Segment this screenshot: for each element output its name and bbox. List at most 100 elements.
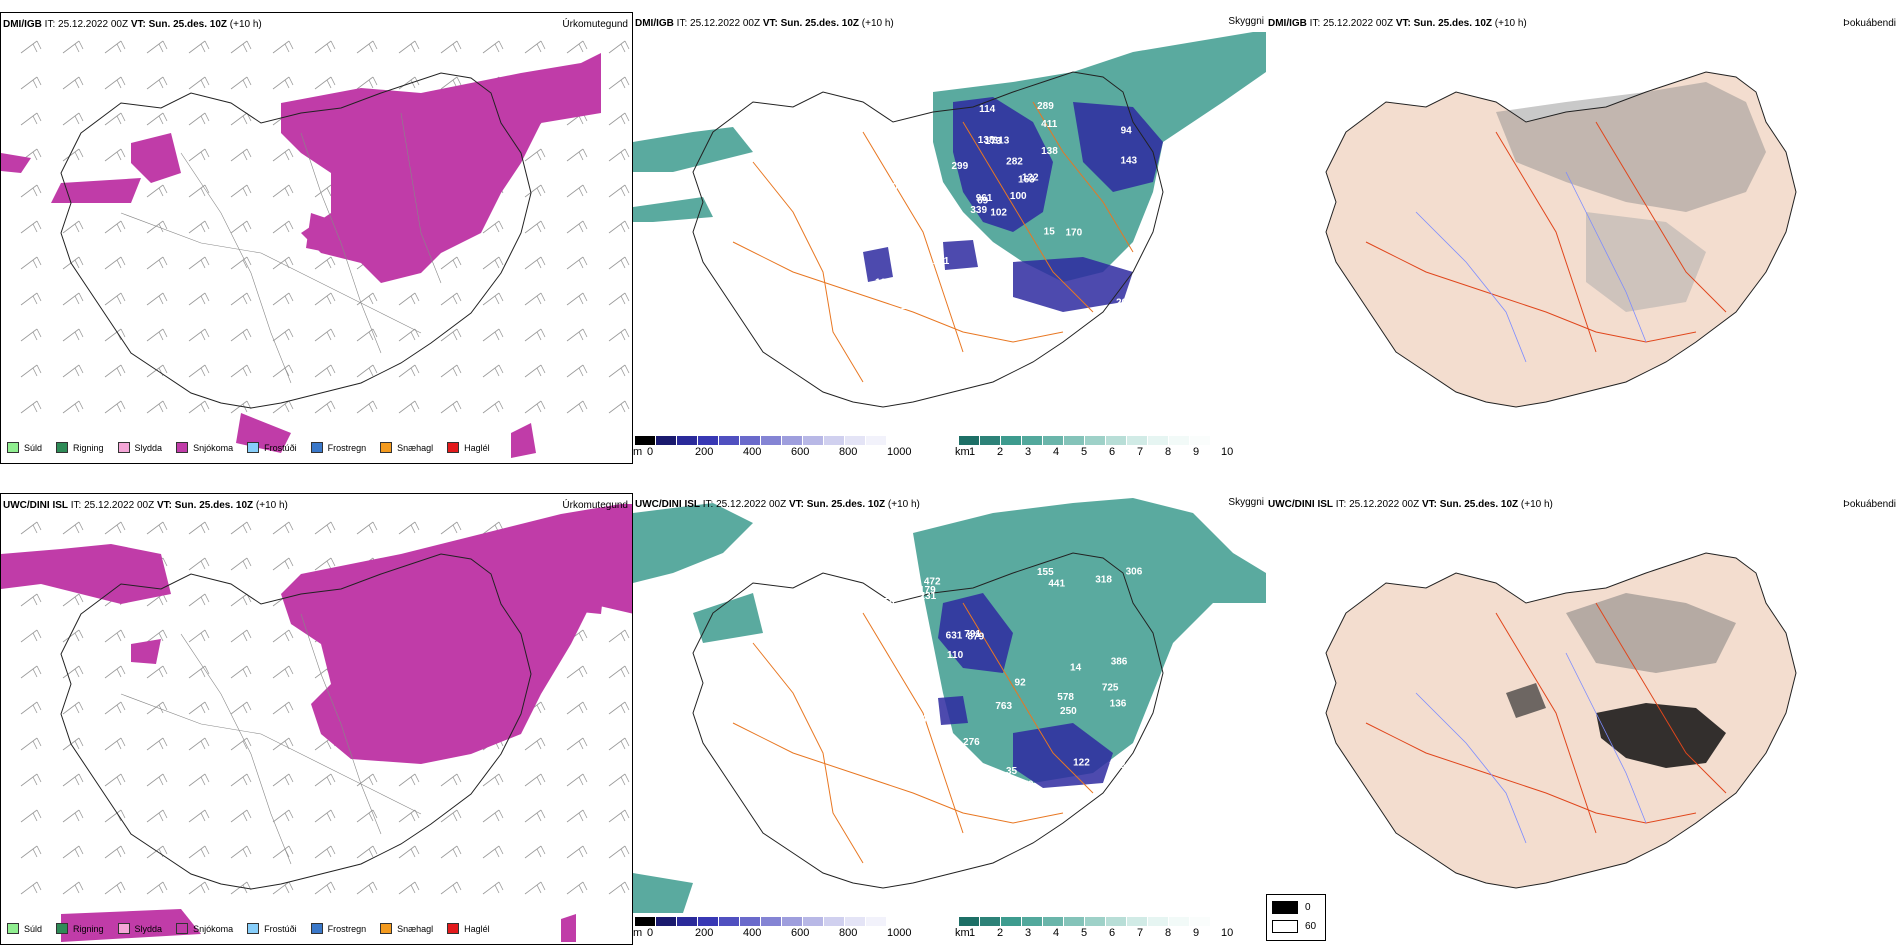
wind-barb xyxy=(608,364,630,378)
wind-barb xyxy=(62,400,84,414)
colorbar-tick: 0 xyxy=(647,927,654,939)
wind-barb xyxy=(566,737,588,751)
wind-barb xyxy=(566,845,588,859)
wind-barb xyxy=(188,364,210,378)
legend-label: Rigning xyxy=(73,442,104,453)
visibility-colorbar-m xyxy=(635,917,887,926)
visibility-value: 94 xyxy=(1121,126,1133,137)
precip-legend: Súld Rigning Slydda Snjókoma Frostúði Frostre… xyxy=(7,442,490,453)
visibility-value: 578 xyxy=(1057,692,1074,703)
colorbar-tick: 6 xyxy=(1109,446,1116,458)
wind-barb xyxy=(20,701,42,715)
wind-barb xyxy=(146,184,168,198)
wind-barb xyxy=(146,292,168,306)
colorbar-tick: 1000 xyxy=(887,927,912,939)
wind-barb xyxy=(62,256,84,270)
visibility-value: 282 xyxy=(1006,157,1023,168)
wind-barb xyxy=(608,701,630,715)
wind-barb xyxy=(62,220,84,234)
wind-barb xyxy=(188,845,210,859)
wind-barb xyxy=(524,845,546,859)
legend-swatch xyxy=(310,442,323,453)
colorbar-tick: 2 xyxy=(997,446,1004,458)
legend-item: Rigning xyxy=(56,442,104,453)
wind-barb xyxy=(314,809,336,823)
wind-barb xyxy=(398,292,420,306)
iceland-outline xyxy=(60,553,532,890)
precip-map xyxy=(1,504,632,942)
wind-barb xyxy=(230,773,252,787)
wind-barb xyxy=(62,881,84,895)
visibility-value: 725 xyxy=(1102,683,1119,694)
wind-barb xyxy=(398,400,420,414)
wind-barb xyxy=(566,184,588,198)
wind-barb xyxy=(608,773,630,787)
colorbar-tick: 10 xyxy=(1221,446,1234,458)
legend-swatch xyxy=(7,923,19,934)
visibility-value: 79 xyxy=(1022,779,1034,790)
wind-barb xyxy=(20,328,42,342)
wind-barb xyxy=(398,773,420,787)
legend-item: Slydda xyxy=(117,923,162,934)
wind-barb xyxy=(20,665,42,679)
wind-barb xyxy=(356,521,378,535)
wind-barb xyxy=(314,40,336,54)
iceland-outline xyxy=(692,552,1164,889)
visibility-value: 339 xyxy=(970,205,987,216)
colorbar-tick: 8 xyxy=(1165,927,1172,939)
legend-item: Snæhagl xyxy=(380,923,433,934)
colorbar-unit: km xyxy=(955,927,970,939)
colorbar-tick: 600 xyxy=(791,446,810,458)
wind-barb xyxy=(356,773,378,787)
wind-barb xyxy=(608,881,630,895)
legend-item: Frostúði xyxy=(247,923,297,934)
visibility-value: 142 xyxy=(881,728,898,739)
wind-barb xyxy=(356,845,378,859)
panel-precip-type-dmi: DMI/IGB IT: 25.12.2022 00Z VT: Sun. 25.d… xyxy=(0,12,633,464)
wind-barb xyxy=(188,629,210,643)
snow-area xyxy=(131,639,161,664)
wind-barb xyxy=(146,400,168,414)
wind-barb xyxy=(104,629,126,643)
panel-title: UWC/DINI ISL IT: 25.12.2022 00Z VT: Sun.… xyxy=(635,499,920,510)
wind-barb xyxy=(440,773,462,787)
colorbar-tick: 5 xyxy=(1081,446,1088,458)
wind-barb xyxy=(356,364,378,378)
snow-area xyxy=(51,178,141,203)
wind-barb xyxy=(524,256,546,270)
legend-item: Rigning xyxy=(56,923,104,934)
wind-barb xyxy=(482,220,504,234)
wind-barb xyxy=(188,665,210,679)
wind-barb xyxy=(20,184,42,198)
wind-barb xyxy=(524,364,546,378)
wind-barb xyxy=(146,773,168,787)
wind-barb xyxy=(398,521,420,535)
wind-barb xyxy=(188,148,210,162)
teal-area xyxy=(633,197,713,222)
wind-barb xyxy=(440,845,462,859)
wind-barb xyxy=(230,845,252,859)
legend-swatch xyxy=(447,923,460,934)
visibility-value: 299 xyxy=(951,161,968,172)
wind-barb xyxy=(230,76,252,90)
visibility-value: 658 xyxy=(878,597,895,608)
wind-barb xyxy=(566,701,588,715)
legend-swatch xyxy=(380,442,393,453)
wind-barb xyxy=(398,76,420,90)
wind-barb xyxy=(482,809,504,823)
wind-barb xyxy=(188,400,210,414)
visibility-value: 100 xyxy=(1010,191,1027,202)
wind-barb xyxy=(524,809,546,823)
visibility-value: 122 xyxy=(1073,757,1090,768)
wind-barb xyxy=(230,220,252,234)
legend-label: Snæhagl xyxy=(397,923,434,934)
wind-barb xyxy=(62,76,84,90)
wind-barb xyxy=(188,809,210,823)
visibility-value: 411 xyxy=(1041,119,1058,130)
visibility-value: 10 xyxy=(875,277,887,288)
wind-barb xyxy=(314,364,336,378)
wind-barb xyxy=(272,364,294,378)
colorbar-tick: 6 xyxy=(1109,927,1116,939)
legend-item: Snjókoma xyxy=(176,442,233,453)
fog-key-bottom: 0 60 xyxy=(1266,894,1326,941)
